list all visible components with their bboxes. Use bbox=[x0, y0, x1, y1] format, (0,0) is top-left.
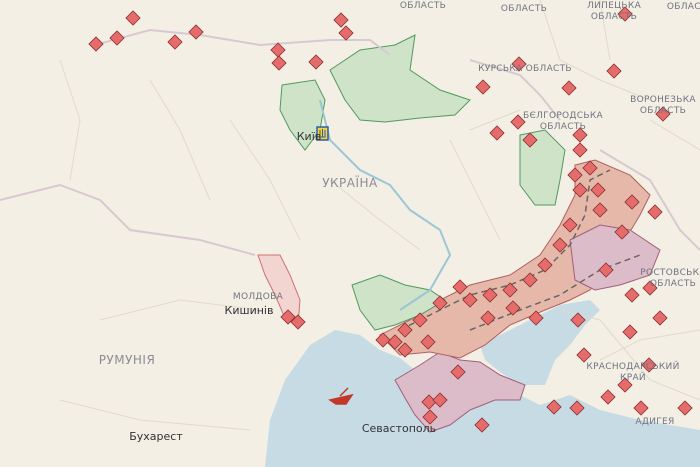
explosion-marker-icon[interactable] bbox=[387, 334, 403, 350]
sevastopol-label[interactable]: Севастополь bbox=[361, 422, 437, 435]
liberated-north bbox=[329, 34, 471, 123]
occupied-territory-donbas bbox=[569, 224, 661, 291]
liberated-kherson bbox=[351, 274, 446, 331]
explosion-marker-icon[interactable] bbox=[572, 142, 588, 158]
explosion-marker-icon[interactable] bbox=[308, 54, 324, 70]
explosion-marker-icon[interactable] bbox=[511, 56, 527, 72]
explosion-marker-icon[interactable] bbox=[475, 79, 491, 95]
explosion-marker-icon[interactable] bbox=[592, 202, 608, 218]
explosion-marker-icon[interactable] bbox=[510, 114, 526, 130]
front-line bbox=[399, 169, 641, 331]
occupied-territory-south bbox=[379, 159, 651, 359]
explosion-marker-icon[interactable] bbox=[167, 34, 183, 50]
ship-icon[interactable] bbox=[328, 387, 354, 405]
bucharest-label[interactable]: Бухарест bbox=[129, 430, 183, 443]
explosion-marker-icon[interactable] bbox=[642, 280, 658, 296]
explosion-marker-icon[interactable] bbox=[462, 292, 478, 308]
explosion-marker-icon[interactable] bbox=[422, 409, 438, 425]
explosion-marker-icon[interactable] bbox=[562, 217, 578, 233]
explosion-marker-icon[interactable] bbox=[582, 160, 598, 176]
lipetsk-oblast-label: ЛИПЕЦЬКА ОБЛАСТЬ bbox=[586, 1, 642, 22]
explosion-marker-icon[interactable] bbox=[290, 314, 306, 330]
explosion-marker-icon[interactable] bbox=[432, 392, 448, 408]
oblast-borders bbox=[59, 0, 700, 431]
explosion-marker-icon[interactable] bbox=[88, 36, 104, 52]
explosion-marker-icon[interactable] bbox=[552, 237, 568, 253]
explosion-marker-icon[interactable] bbox=[622, 324, 638, 340]
explosion-marker-icon[interactable] bbox=[617, 6, 633, 22]
chisinau-label[interactable]: Кишинів bbox=[224, 304, 274, 317]
dnipro-river bbox=[319, 99, 452, 311]
explosion-marker-icon[interactable] bbox=[624, 194, 640, 210]
explosion-marker-icon[interactable] bbox=[570, 312, 586, 328]
explosion-marker-icon[interactable] bbox=[412, 312, 428, 328]
explosion-marker-icon[interactable] bbox=[617, 377, 633, 393]
explosion-marker-icon[interactable] bbox=[432, 295, 448, 311]
explosion-marker-icon[interactable] bbox=[655, 106, 671, 122]
oblast-label-right: ОБЛАСТЬ bbox=[666, 2, 700, 12]
explosion-marker-icon[interactable] bbox=[280, 309, 296, 325]
explosion-marker-icon[interactable] bbox=[546, 399, 562, 415]
ukraine-border bbox=[0, 28, 700, 256]
explosion-marker-icon[interactable] bbox=[590, 182, 606, 198]
explosion-marker-icon[interactable] bbox=[420, 334, 436, 350]
orel-oblast-label: ОРЛОВСЬКА ОБЛАСТЬ bbox=[494, 0, 554, 14]
explosion-marker-icon[interactable] bbox=[576, 347, 592, 363]
explosion-marker-icon[interactable] bbox=[452, 279, 468, 295]
explosion-marker-icon[interactable] bbox=[188, 24, 204, 40]
explosion-marker-icon[interactable] bbox=[109, 30, 125, 46]
moldova-label: МОЛДОВА bbox=[232, 292, 284, 302]
explosion-marker-icon[interactable] bbox=[647, 204, 663, 220]
explosion-marker-icon[interactable] bbox=[338, 25, 354, 41]
rostov-oblast-label: РОСТОВСЬКА ОБЛАСТЬ bbox=[640, 268, 700, 289]
explosion-marker-icon[interactable] bbox=[482, 287, 498, 303]
explosion-marker-icon[interactable] bbox=[598, 262, 614, 278]
explosion-marker-icon[interactable] bbox=[528, 310, 544, 326]
explosion-marker-icon[interactable] bbox=[569, 400, 585, 416]
explosion-marker-icon[interactable] bbox=[271, 55, 287, 71]
voronezh-oblast-label: ВОРОНЕЗЬКА ОБЛАСТЬ bbox=[630, 95, 696, 116]
kyiv-label[interactable]: Київ bbox=[296, 130, 322, 143]
explosion-marker-icon[interactable] bbox=[537, 257, 553, 273]
explosion-marker-icon[interactable] bbox=[561, 80, 577, 96]
explosion-marker-icon[interactable] bbox=[633, 400, 649, 416]
ukraine-label: УКРАЇНА bbox=[322, 176, 378, 190]
explosion-marker-icon[interactable] bbox=[505, 300, 521, 316]
krasnodar-krai-label: КРАСНОДАРСЬКИЙ КРАЙ bbox=[586, 362, 680, 383]
sea-of-azov bbox=[480, 300, 600, 385]
explosion-marker-icon[interactable] bbox=[522, 132, 538, 148]
explosion-marker-icon[interactable] bbox=[270, 42, 286, 58]
explosion-marker-icon[interactable] bbox=[375, 332, 391, 348]
explosion-marker-icon[interactable] bbox=[480, 310, 496, 326]
explosion-marker-icon[interactable] bbox=[572, 182, 588, 198]
explosion-marker-icon[interactable] bbox=[624, 287, 640, 303]
explosion-marker-icon[interactable] bbox=[450, 364, 466, 380]
explosion-marker-icon[interactable] bbox=[652, 310, 668, 326]
explosion-marker-icon[interactable] bbox=[567, 167, 583, 183]
explosion-marker-icon[interactable] bbox=[397, 322, 413, 338]
explosion-marker-icon[interactable] bbox=[614, 224, 630, 240]
liberated-kyiv-area bbox=[279, 79, 326, 151]
explosion-marker-icon[interactable] bbox=[333, 12, 349, 28]
explosion-marker-icon[interactable] bbox=[502, 282, 518, 298]
adygea-label: АДИГЕЯ bbox=[635, 417, 675, 427]
explosion-marker-icon[interactable] bbox=[421, 394, 437, 410]
liberated-kharkiv bbox=[519, 129, 566, 206]
explosion-marker-icon[interactable] bbox=[677, 400, 693, 416]
trident-icon bbox=[316, 126, 329, 141]
oblast-label: ОБЛАСТЬ bbox=[399, 1, 447, 11]
romania-label: РУМУНІЯ bbox=[98, 353, 156, 367]
explosion-marker-icon[interactable] bbox=[125, 10, 141, 26]
explosion-marker-icon[interactable] bbox=[600, 389, 616, 405]
explosion-marker-icon[interactable] bbox=[489, 125, 505, 141]
explosion-marker-icon[interactable] bbox=[572, 127, 588, 143]
explosion-marker-icon[interactable] bbox=[641, 357, 657, 373]
kursk-oblast-label: КУРСЬКА ОБЛАСТЬ bbox=[478, 64, 572, 74]
belgorod-oblast-label: БЄЛГОРОДСЬКА ОБЛАСТЬ bbox=[523, 111, 603, 132]
explosion-marker-icon[interactable] bbox=[474, 417, 490, 433]
explosion-marker-icon[interactable] bbox=[606, 63, 622, 79]
explosion-marker-icon[interactable] bbox=[522, 272, 538, 288]
explosion-marker-icon[interactable] bbox=[397, 342, 413, 358]
